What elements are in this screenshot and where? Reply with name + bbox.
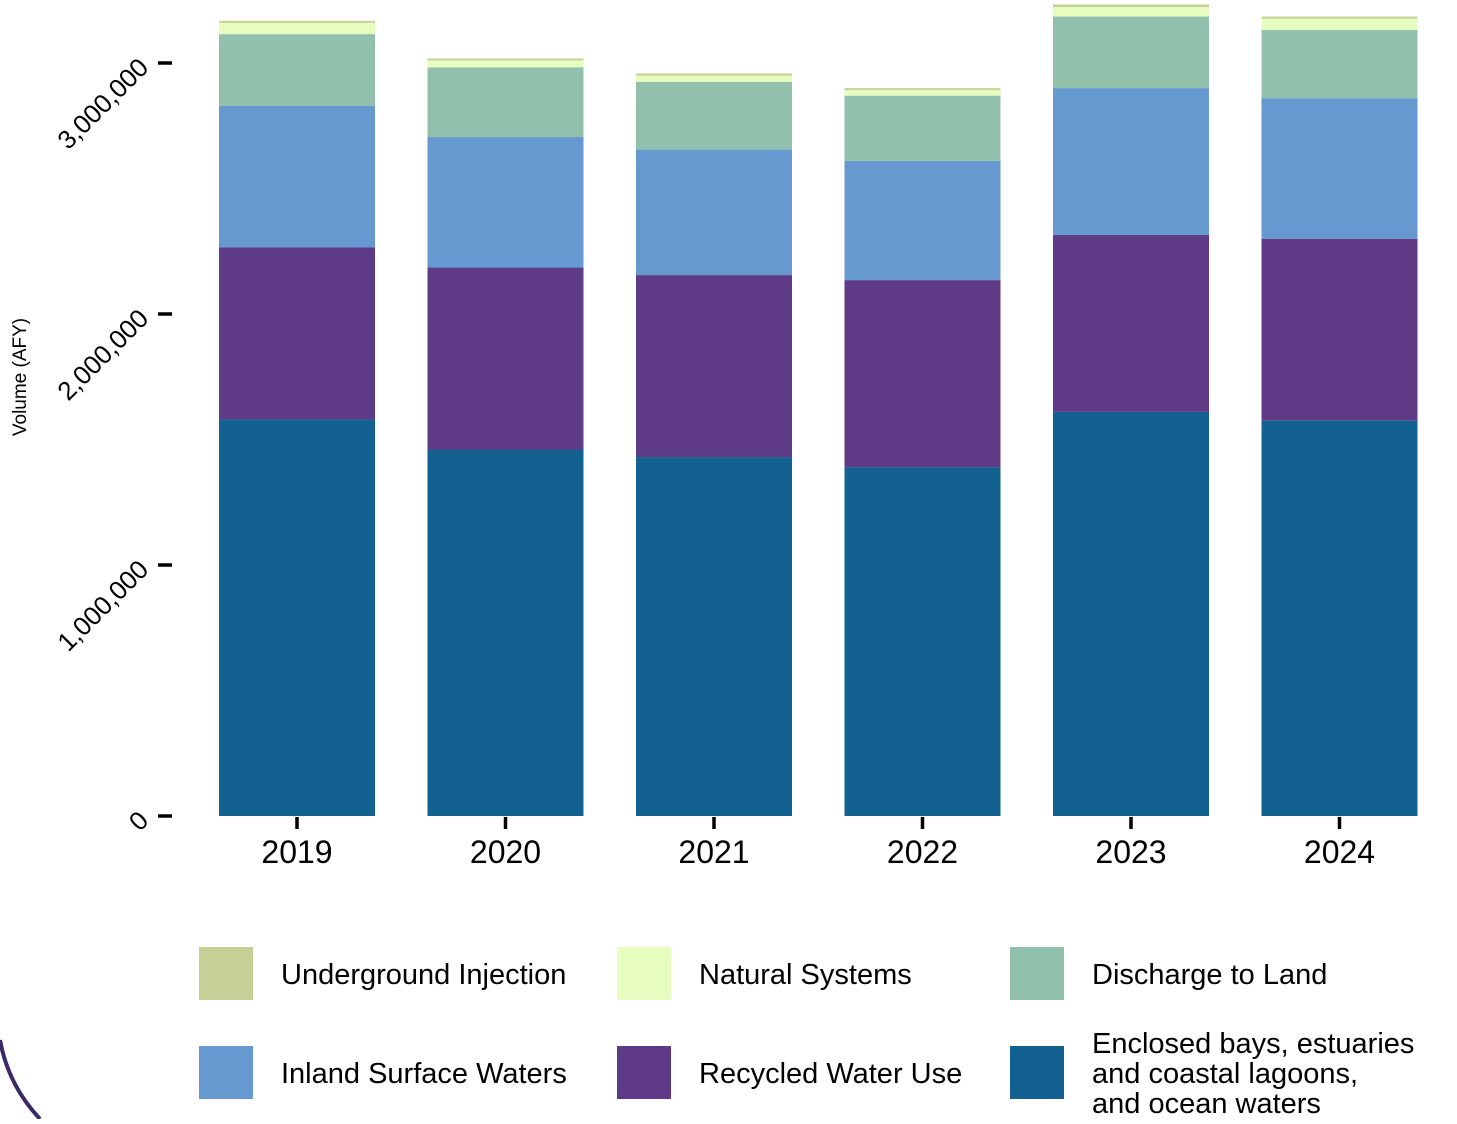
- bar-enclosed-bays-estuaries-and-coastal-lagoons-and-ocean-waters-2019: [219, 419, 375, 816]
- legend-swatch: [617, 947, 671, 1000]
- y-tick-label: 0: [123, 805, 154, 836]
- x-tick-label: 2021: [678, 834, 749, 870]
- bar-inland-surface-waters-2024: [1261, 98, 1418, 239]
- legend-item-enclosed-bays-estuaries-and-coastal-lagoons-and-ocean-waters: Enclosed bays, estuaries and coastal lago…: [1010, 1028, 1414, 1120]
- y-axis-label: Volume (AFY): [10, 318, 31, 436]
- bars-layer: [219, 4, 1418, 816]
- bar-recycled-water-use-2024: [1261, 238, 1418, 421]
- x-tick-label: 2020: [470, 834, 541, 870]
- legend-item-underground-injection: Underground Injection: [199, 947, 566, 1000]
- legend-label: Recycled Water Use: [699, 1058, 962, 1090]
- bar-enclosed-bays-estuaries-and-coastal-lagoons-and-ocean-waters-2022: [844, 467, 1001, 816]
- bar-recycled-water-use-2023: [1053, 234, 1209, 412]
- y-tick-label: 1,000,000: [51, 554, 154, 657]
- bar-recycled-water-use-2019: [219, 247, 375, 420]
- bar-natural-systems-2021: [636, 75, 792, 82]
- bar-natural-systems-2024: [1261, 18, 1418, 30]
- bar-natural-systems-2020: [427, 60, 584, 68]
- legend-item-discharge-to-land: Discharge to Land: [1010, 947, 1327, 1000]
- legend-item-recycled-water-use: Recycled Water Use: [617, 1046, 962, 1099]
- legend-label: Discharge to Land: [1092, 959, 1327, 991]
- bar-recycled-water-use-2021: [636, 275, 792, 458]
- corner-decoration-arc: [0, 1039, 42, 1121]
- bar-enclosed-bays-estuaries-and-coastal-lagoons-and-ocean-waters-2020: [427, 449, 584, 816]
- bar-inland-surface-waters-2020: [427, 137, 584, 268]
- bar-inland-surface-waters-2021: [636, 149, 792, 276]
- x-tick-label: 2023: [1095, 834, 1166, 870]
- y-tick-label: 2,000,000: [51, 303, 154, 406]
- y-axis: 0 1,000,000 2,000,000 3,000,000: [51, 52, 172, 836]
- legend-label-line: Enclosed bays, estuaries: [1092, 1028, 1414, 1060]
- bar-discharge-to-land-2023: [1053, 16, 1209, 89]
- legend-label: Inland Surface Waters: [281, 1058, 567, 1090]
- legend-swatch: [1010, 947, 1064, 1000]
- bar-discharge-to-land-2019: [219, 34, 375, 106]
- legend-swatch: [617, 1046, 671, 1099]
- bar-inland-surface-waters-2022: [844, 160, 1001, 281]
- x-tick-label: 2019: [261, 834, 332, 870]
- legend-item-natural-systems: Natural Systems: [617, 947, 912, 1000]
- bar-underground-injection-2023: [1053, 4, 1209, 8]
- x-axis: 2019 2020 2021 2022 2023 2024: [261, 817, 1375, 870]
- legend-label-line: and ocean waters: [1092, 1088, 1321, 1119]
- bar-underground-injection-2022: [844, 88, 1001, 91]
- bar-enclosed-bays-estuaries-and-coastal-lagoons-and-ocean-waters-2024: [1261, 420, 1418, 816]
- bar-discharge-to-land-2024: [1261, 29, 1418, 99]
- bar-recycled-water-use-2020: [427, 267, 584, 450]
- bar-enclosed-bays-estuaries-and-coastal-lagoons-and-ocean-waters-2023: [1053, 411, 1209, 816]
- legend-label: Enclosed bays, estuaries and coastal lago…: [1092, 1028, 1414, 1119]
- bar-natural-systems-2022: [844, 90, 1001, 96]
- x-tick-label: 2022: [887, 834, 958, 870]
- bar-discharge-to-land-2021: [636, 81, 792, 150]
- bar-discharge-to-land-2022: [844, 95, 1001, 161]
- bar-discharge-to-land-2020: [427, 67, 584, 138]
- bar-underground-injection-2019: [219, 20, 375, 23]
- legend-swatch: [199, 1046, 253, 1099]
- bar-inland-surface-waters-2019: [219, 105, 375, 248]
- bar-enclosed-bays-estuaries-and-coastal-lagoons-and-ocean-waters-2021: [636, 457, 792, 816]
- bar-underground-injection-2020: [427, 58, 584, 61]
- bar-inland-surface-waters-2023: [1053, 88, 1209, 235]
- bar-natural-systems-2023: [1053, 7, 1209, 17]
- legend-label-line: and coastal lagoons,: [1092, 1058, 1358, 1090]
- x-tick-label: 2024: [1304, 834, 1375, 870]
- legend: Underground Injection Natural Systems Disc…: [199, 947, 1414, 1120]
- legend-swatch: [199, 947, 253, 1000]
- legend-label: Natural Systems: [699, 959, 912, 991]
- bar-underground-injection-2024: [1261, 16, 1418, 19]
- legend-label: Underground Injection: [281, 959, 566, 991]
- legend-swatch: [1010, 1046, 1064, 1099]
- legend-item-inland-surface-waters: Inland Surface Waters: [199, 1046, 567, 1099]
- y-tick-label: 3,000,000: [51, 52, 154, 155]
- bar-natural-systems-2019: [219, 22, 375, 35]
- bar-recycled-water-use-2022: [844, 280, 1001, 468]
- bar-underground-injection-2021: [636, 73, 792, 76]
